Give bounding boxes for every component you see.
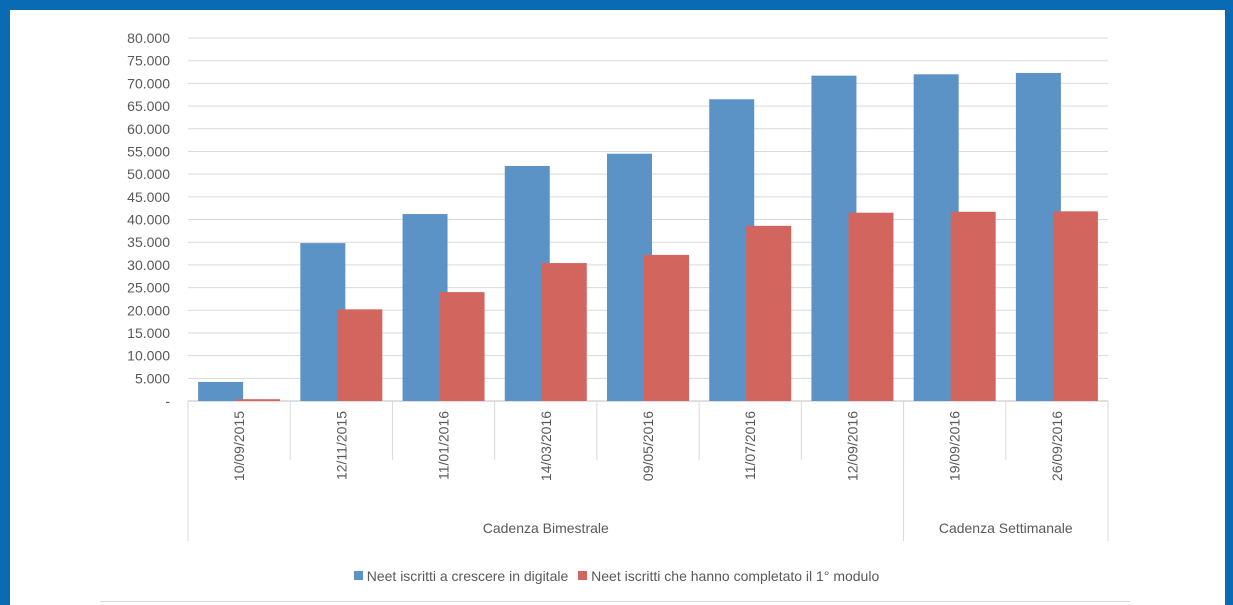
- x-tick-label: 10/09/2015: [231, 411, 247, 481]
- y-axis: - 5.000 10.000 15.000 20.000 25.000 30.000 35.0…: [127, 30, 170, 409]
- legend: Neet iscritti a crescere in digitale Nee…: [0, 567, 1233, 584]
- bars: [198, 72, 1098, 402]
- legend-item-series-1: Neet iscritti a crescere in digitale: [353, 567, 569, 584]
- y-tick-label: 55.000: [127, 143, 170, 159]
- bar-series-2: [950, 211, 996, 401]
- x-tick-label: 12/09/2016: [844, 411, 860, 481]
- y-tick-label: 30.000: [127, 257, 170, 273]
- y-tick-label: 25.000: [127, 280, 170, 296]
- x-tick-label: 11/01/2016: [436, 411, 452, 480]
- y-tick-label: 10.000: [127, 348, 170, 364]
- legend-label-series-1: Neet iscritti a crescere in digitale: [366, 567, 569, 584]
- legend-swatch-blue: [353, 571, 363, 580]
- y-tick-label: 20.000: [127, 302, 170, 318]
- y-tick-label: 15.000: [127, 325, 170, 341]
- x-tick-label: 12/11/2015: [333, 411, 349, 480]
- x-tick-label: 09/05/2016: [640, 411, 656, 481]
- y-tick-label: 70.000: [127, 75, 170, 91]
- bar-series-2: [337, 309, 383, 401]
- bar-series-2: [439, 292, 485, 401]
- bar-series-2: [1052, 211, 1098, 401]
- bar-series-2: [541, 263, 587, 401]
- y-tick-label: 35.000: [127, 234, 170, 250]
- x-tick-label: 19/09/2016: [947, 411, 963, 481]
- y-tick-label: 50.000: [127, 166, 170, 182]
- x-axis: 10/09/2015 12/11/2015 11/01/2016 14/03/2016…: [187, 401, 1109, 541]
- legend-label-series-2: Neet iscritti che hanno completato il 1°…: [591, 567, 880, 584]
- group-label: Cadenza Bimestrale: [483, 520, 609, 536]
- bar-series-1: [198, 381, 244, 401]
- bar-series-2: [848, 212, 894, 401]
- divider: [100, 601, 1130, 602]
- y-tick-label: 40.000: [127, 212, 170, 228]
- y-tick-label: -: [165, 393, 170, 409]
- legend-item-series-2: Neet iscritti che hanno completato il 1°…: [578, 568, 879, 584]
- bar-series-2: [235, 399, 281, 401]
- x-tick-label: 11/07/2016: [742, 411, 758, 480]
- y-tick-label: 80.000: [127, 30, 170, 46]
- legend-swatch-red: [578, 571, 588, 580]
- group-label: Cadenza Settimanale: [939, 520, 1073, 536]
- x-tick-label: 14/03/2016: [538, 411, 554, 481]
- bar-series-2: [644, 254, 689, 401]
- y-tick-label: 45.000: [127, 189, 170, 205]
- y-tick-label: 5.000: [135, 370, 170, 386]
- y-tick-label: 60.000: [127, 121, 170, 137]
- y-tick-label: 65.000: [127, 98, 170, 114]
- bar-series-2: [746, 225, 792, 401]
- y-tick-label: 75.000: [127, 53, 170, 69]
- x-tick-label: 26/09/2016: [1049, 411, 1065, 481]
